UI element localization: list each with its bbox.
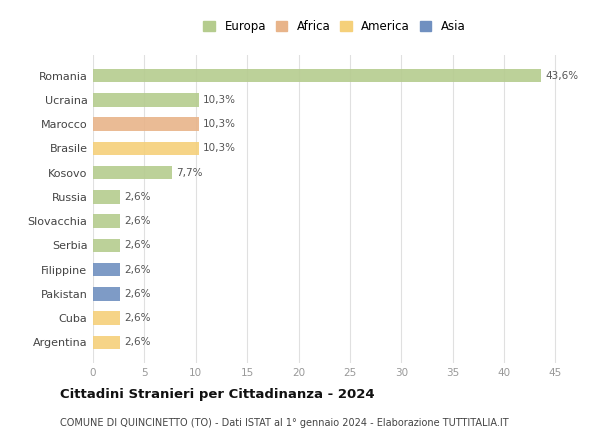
Text: 2,6%: 2,6% (124, 240, 151, 250)
Text: 2,6%: 2,6% (124, 192, 151, 202)
Bar (93, 336, 120, 349)
Bar (93, 166, 172, 180)
Text: 10,3%: 10,3% (203, 95, 236, 105)
Text: 2,6%: 2,6% (124, 289, 151, 299)
Bar (93, 190, 120, 204)
Bar (93, 238, 120, 252)
Text: 2,6%: 2,6% (124, 264, 151, 275)
Text: Cittadini Stranieri per Cittadinanza - 2024: Cittadini Stranieri per Cittadinanza - 2… (60, 388, 374, 401)
Bar (93, 263, 120, 276)
Bar (93, 117, 199, 131)
Text: 2,6%: 2,6% (124, 337, 151, 347)
Bar (93, 93, 199, 106)
Text: 10,3%: 10,3% (203, 143, 236, 154)
Bar (93, 287, 120, 301)
Bar (93, 69, 541, 82)
Bar (93, 214, 120, 228)
Text: 7,7%: 7,7% (176, 168, 203, 178)
Text: 2,6%: 2,6% (124, 216, 151, 226)
Bar (93, 312, 120, 325)
Text: 2,6%: 2,6% (124, 313, 151, 323)
Legend: Europa, Africa, America, Asia: Europa, Africa, America, Asia (201, 18, 468, 36)
Text: 43,6%: 43,6% (545, 71, 578, 81)
Text: COMUNE DI QUINCINETTO (TO) - Dati ISTAT al 1° gennaio 2024 - Elaborazione TUTTIT: COMUNE DI QUINCINETTO (TO) - Dati ISTAT … (60, 418, 509, 428)
Bar (93, 142, 199, 155)
Text: 10,3%: 10,3% (203, 119, 236, 129)
